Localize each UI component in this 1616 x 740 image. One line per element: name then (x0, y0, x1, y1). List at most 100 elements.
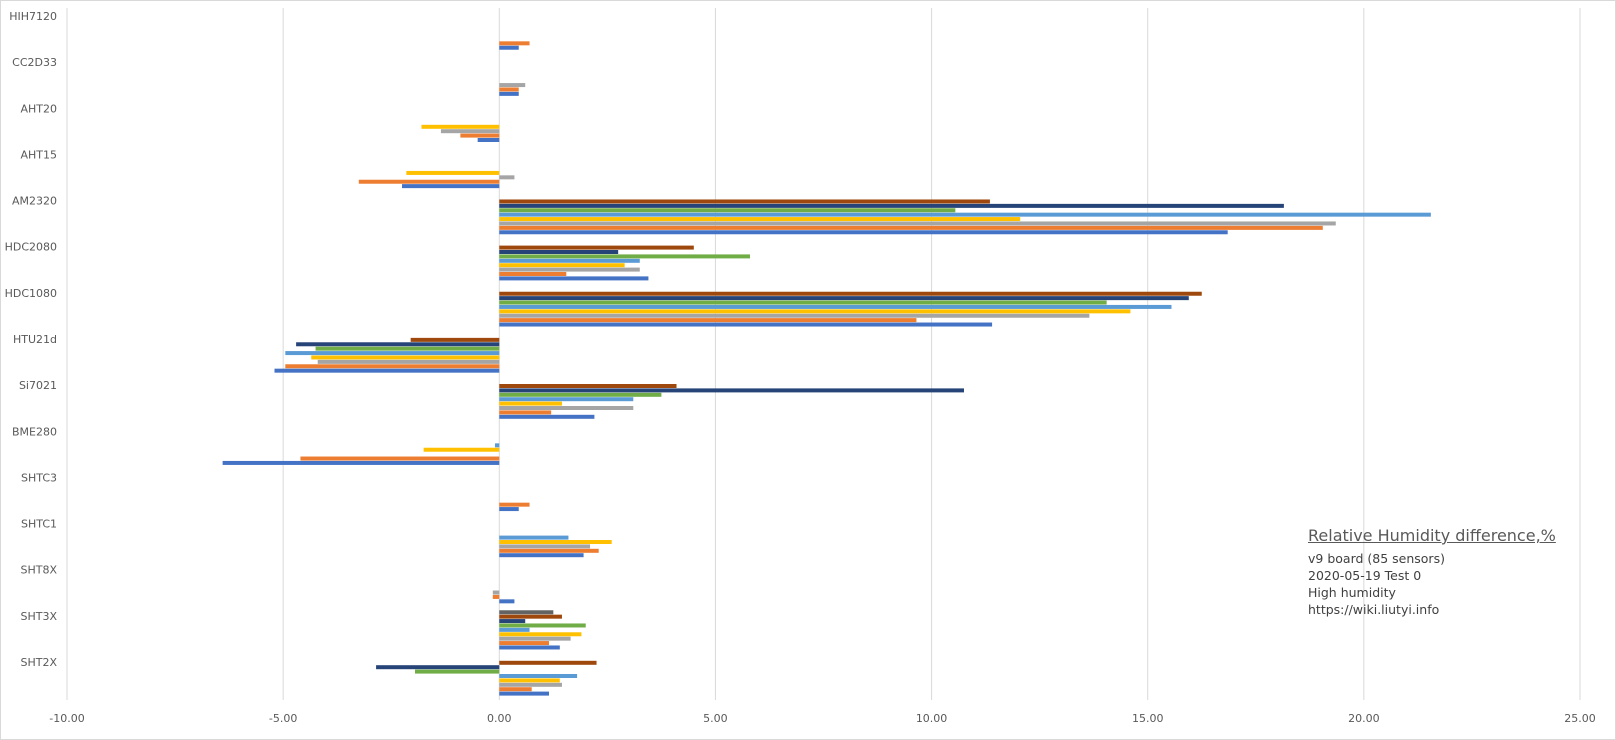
bar (499, 397, 634, 402)
bar (499, 267, 640, 272)
bar (477, 138, 500, 142)
chart-annotation: Relative Humidity difference,% v9 board … (1308, 526, 1556, 618)
category-label: AHT15 (20, 148, 57, 161)
bar (300, 456, 500, 461)
category-label: AHT20 (20, 102, 57, 115)
category-label: HTU21d (13, 333, 57, 346)
bar (492, 594, 500, 599)
bar (499, 272, 567, 276)
bar (499, 91, 519, 96)
bar (499, 406, 634, 410)
x-tick-label: 5.00 (703, 712, 728, 725)
bar (499, 507, 519, 512)
bar (499, 540, 612, 544)
annotation-line-condition: High humidity (1308, 585, 1396, 600)
annotation-line-date: 2020-05-19 Test 0 (1308, 568, 1422, 583)
category-label: HDC1080 (5, 287, 57, 300)
category-labels: HIH7120 CC2D33 AHT20 AHT15 AM2320 HDC2080 HDC1… (5, 10, 58, 669)
category-label: SHTC1 (21, 518, 57, 531)
bar (499, 641, 549, 646)
bar (499, 682, 562, 687)
bar (499, 610, 554, 615)
bar (406, 170, 500, 175)
bar (499, 199, 990, 204)
bar (499, 221, 1336, 226)
category-label: BME280 (12, 425, 57, 438)
bar (499, 300, 1107, 305)
category-label: HDC2080 (5, 241, 57, 254)
x-tick-label: -10.00 (49, 712, 84, 725)
bar (499, 322, 993, 327)
x-tick-label: 20.00 (1348, 712, 1380, 725)
bar (499, 636, 571, 641)
bar (499, 410, 552, 415)
bar (499, 691, 549, 696)
bar (423, 447, 500, 452)
bar (499, 548, 599, 553)
x-tick-label: 0.00 (487, 712, 512, 725)
category-label: CC2D33 (12, 56, 57, 69)
x-tick-label: 25.00 (1564, 712, 1596, 725)
x-tick-label: 10.00 (916, 712, 948, 725)
bar (358, 179, 500, 184)
bar (492, 590, 500, 595)
bar (499, 254, 751, 259)
bar (402, 184, 500, 189)
bar (499, 313, 1090, 318)
category-label: Si7021 (19, 379, 57, 392)
category-label: HIH7120 (9, 10, 57, 23)
bar (494, 443, 500, 448)
bar (499, 309, 1131, 314)
bar (499, 678, 560, 683)
bar (315, 346, 500, 351)
x-tick-label: -5.00 (269, 712, 297, 725)
category-label: AM2320 (12, 195, 57, 208)
bar (499, 87, 519, 92)
bar (499, 230, 1228, 235)
bar (499, 619, 526, 624)
bar (499, 553, 584, 558)
bar (499, 502, 530, 507)
annotation-line-board: v9 board (85 sensors) (1308, 551, 1445, 566)
bar (499, 414, 595, 419)
x-tick-label: 15.00 (1132, 712, 1164, 725)
bar (499, 83, 526, 88)
bar (421, 124, 500, 129)
category-label: SHT2X (20, 656, 57, 669)
bar (499, 225, 1323, 230)
bar (499, 250, 619, 254)
bar (499, 392, 662, 397)
bar (440, 129, 500, 134)
bar (499, 674, 578, 678)
bar (499, 318, 917, 323)
bar (499, 627, 530, 632)
bar (499, 388, 964, 393)
annotation-line-url: https://wiki.liutyi.info (1308, 602, 1440, 617)
bar (499, 544, 591, 549)
bar (499, 45, 519, 50)
bar (499, 208, 956, 213)
bar (499, 41, 530, 46)
bar (499, 304, 1172, 309)
category-label: SHTC3 (21, 471, 57, 484)
category-label: SHT3X (20, 610, 57, 623)
bar (499, 660, 597, 665)
bar (499, 599, 515, 604)
bar (499, 687, 532, 692)
bar (296, 342, 500, 347)
bar (499, 258, 640, 263)
bar (499, 212, 1431, 217)
bar (499, 291, 1202, 296)
chart-title: Relative Humidity difference,% (1308, 526, 1556, 545)
bar (222, 460, 500, 465)
bar (376, 665, 500, 670)
bar (499, 623, 586, 628)
bar (285, 351, 500, 356)
bars (222, 41, 1431, 696)
bar (499, 401, 562, 406)
category-label: SHT8X (20, 564, 57, 577)
bar (410, 337, 500, 342)
bar (317, 359, 500, 364)
bar (499, 632, 582, 637)
bar (285, 364, 500, 369)
